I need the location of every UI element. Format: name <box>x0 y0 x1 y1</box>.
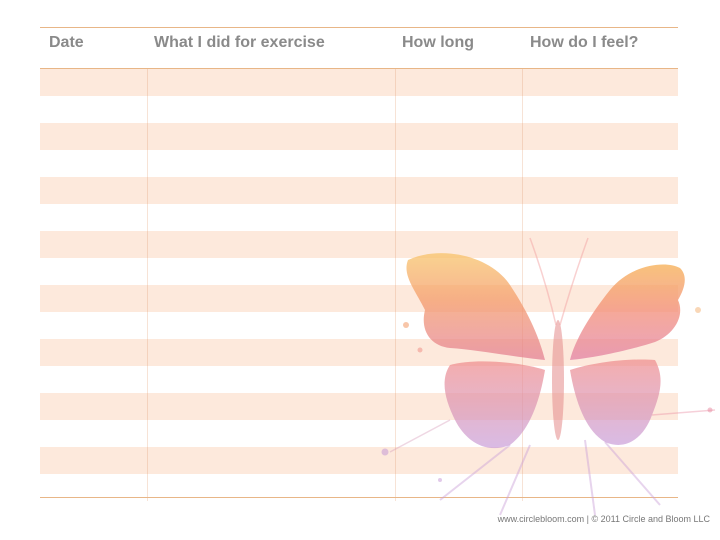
table-row <box>40 339 678 366</box>
cell-duration <box>395 204 523 231</box>
cell-feeling <box>522 285 679 312</box>
column-header-feeling: How do I feel? <box>530 34 639 51</box>
cell-duration <box>395 231 523 258</box>
cell-duration <box>395 258 523 285</box>
header-rule <box>40 68 678 69</box>
cell-exercise <box>147 393 396 420</box>
table-row <box>40 231 678 258</box>
cell-duration <box>395 420 523 447</box>
bottom-rule <box>40 497 678 498</box>
cell-feeling <box>522 96 679 123</box>
cell-duration <box>395 123 523 150</box>
cell-feeling <box>522 312 679 339</box>
table-row <box>40 150 678 177</box>
table-row <box>40 69 678 96</box>
cell-date <box>40 258 147 285</box>
cell-feeling <box>522 123 679 150</box>
cell-feeling <box>522 393 679 420</box>
table-row <box>40 285 678 312</box>
cell-exercise <box>147 420 396 447</box>
cell-duration <box>395 474 523 501</box>
cell-feeling <box>522 447 679 474</box>
cell-date <box>40 420 147 447</box>
cell-exercise <box>147 447 396 474</box>
cell-exercise <box>147 231 396 258</box>
cell-duration <box>395 393 523 420</box>
table-body <box>40 69 678 501</box>
column-header-duration: How long <box>402 34 474 51</box>
cell-date <box>40 69 147 96</box>
cell-date <box>40 96 147 123</box>
cell-duration <box>395 366 523 393</box>
cell-date <box>40 231 147 258</box>
cell-feeling <box>522 69 679 96</box>
cell-feeling <box>522 150 679 177</box>
cell-duration <box>395 177 523 204</box>
cell-date <box>40 447 147 474</box>
cell-duration <box>395 69 523 96</box>
cell-feeling <box>522 204 679 231</box>
table-row <box>40 312 678 339</box>
cell-feeling <box>522 231 679 258</box>
cell-exercise <box>147 474 396 501</box>
cell-duration <box>395 285 523 312</box>
table-row <box>40 366 678 393</box>
cell-date <box>40 123 147 150</box>
cell-exercise <box>147 150 396 177</box>
cell-exercise <box>147 123 396 150</box>
column-header-exercise: What I did for exercise <box>154 34 325 51</box>
cell-feeling <box>522 366 679 393</box>
table-row <box>40 204 678 231</box>
cell-duration <box>395 447 523 474</box>
cell-feeling <box>522 339 679 366</box>
cell-feeling <box>522 258 679 285</box>
table-row <box>40 123 678 150</box>
cell-date <box>40 150 147 177</box>
cell-date <box>40 177 147 204</box>
table-row <box>40 420 678 447</box>
cell-exercise <box>147 69 396 96</box>
cell-date <box>40 285 147 312</box>
cell-exercise <box>147 96 396 123</box>
cell-date <box>40 366 147 393</box>
column-header-date: Date <box>49 34 84 51</box>
cell-exercise <box>147 339 396 366</box>
copyright-footer: www.circlebloom.com | © 2011 Circle and … <box>497 514 710 524</box>
cell-exercise <box>147 312 396 339</box>
cell-duration <box>395 96 523 123</box>
cell-date <box>40 204 147 231</box>
cell-exercise <box>147 258 396 285</box>
cell-date <box>40 312 147 339</box>
table-row <box>40 393 678 420</box>
cell-feeling <box>522 177 679 204</box>
cell-exercise <box>147 177 396 204</box>
cell-exercise <box>147 204 396 231</box>
table-row <box>40 447 678 474</box>
table-row <box>40 96 678 123</box>
cell-date <box>40 339 147 366</box>
table-row <box>40 177 678 204</box>
cell-duration <box>395 312 523 339</box>
table-header-row: Date What I did for exercise How long Ho… <box>40 28 678 68</box>
cell-feeling <box>522 420 679 447</box>
cell-duration <box>395 150 523 177</box>
cell-exercise <box>147 285 396 312</box>
top-rule <box>40 27 678 28</box>
table-row <box>40 258 678 285</box>
cell-duration <box>395 339 523 366</box>
table-row <box>40 474 678 501</box>
cell-exercise <box>147 366 396 393</box>
cell-date <box>40 393 147 420</box>
cell-feeling <box>522 474 679 501</box>
